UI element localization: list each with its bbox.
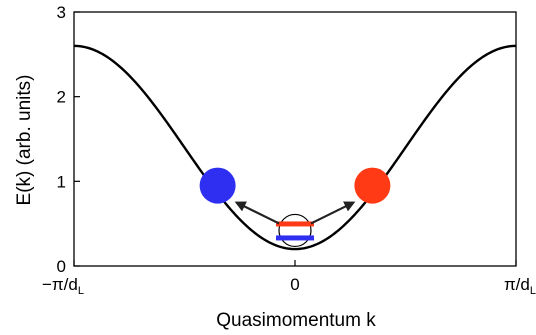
x-tick-label-sub-3: L [530,285,536,297]
y-tick-label-2: 1 [57,172,66,191]
x-tick-label-sub-1: L [78,285,84,297]
plot-area [73,11,517,267]
x-tick-label-1: −π/dL [42,275,84,297]
x-tick-label-3: π/dL [504,275,536,297]
x-axis-title: Quasimomentum k [216,310,376,331]
x-tick-label-main-3: π/d [504,275,530,294]
x-tick-label-2: 0 [290,275,299,294]
particle-1 [199,167,236,204]
source-state-circle [278,213,312,248]
y-tick-label-3: 2 [57,88,66,107]
dispersion-curve [73,44,517,251]
y-axis-title: E(k) (arb. units) [14,75,35,206]
y-tick-label-1: 0 [57,257,66,276]
scattering-arrow-2 [310,201,356,225]
source-upper-stripe [276,221,314,227]
x-tick-label-main-2: 0 [290,275,299,294]
x-tick-label-main-1: −π/d [42,275,78,294]
y-tick-label-4: 3 [57,3,66,22]
scattering-arrow-1 [234,201,280,225]
source-lower-stripe [276,235,314,241]
particle-2 [354,167,391,204]
